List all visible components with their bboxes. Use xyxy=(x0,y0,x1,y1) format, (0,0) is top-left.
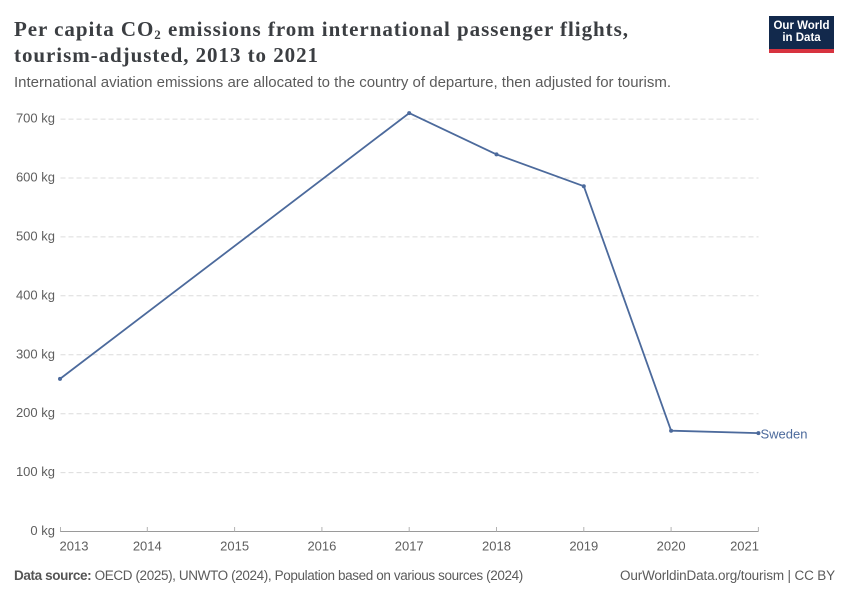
svg-text:2017: 2017 xyxy=(395,539,424,554)
svg-text:2015: 2015 xyxy=(220,539,249,554)
svg-text:300 kg: 300 kg xyxy=(16,346,55,361)
svg-text:2014: 2014 xyxy=(133,539,162,554)
svg-text:Sweden: Sweden xyxy=(761,426,808,441)
svg-text:100 kg: 100 kg xyxy=(16,464,55,479)
svg-text:500 kg: 500 kg xyxy=(16,228,55,243)
svg-text:2018: 2018 xyxy=(482,539,511,554)
svg-text:2020: 2020 xyxy=(657,539,686,554)
svg-text:2013: 2013 xyxy=(60,539,89,554)
svg-text:2019: 2019 xyxy=(569,539,598,554)
svg-text:2021: 2021 xyxy=(730,539,759,554)
svg-text:2016: 2016 xyxy=(307,539,336,554)
svg-text:200 kg: 200 kg xyxy=(16,405,55,420)
svg-text:0 kg: 0 kg xyxy=(30,523,55,538)
svg-text:600 kg: 600 kg xyxy=(16,170,55,185)
svg-text:400 kg: 400 kg xyxy=(16,287,55,302)
svg-text:700 kg: 700 kg xyxy=(16,111,55,126)
